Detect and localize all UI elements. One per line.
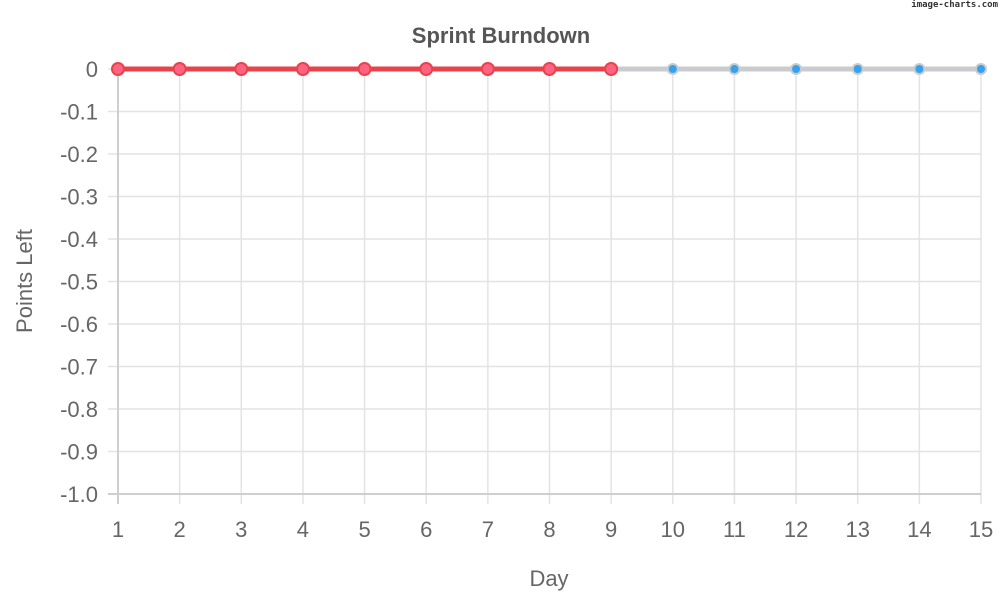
series-0-point	[728, 63, 741, 75]
x-tick-label: 11	[723, 517, 746, 542]
y-tick-label: -0.7	[60, 355, 98, 380]
series-1-point	[542, 62, 557, 76]
y-tick-label: -0.1	[60, 100, 98, 125]
series-1-point	[357, 62, 372, 76]
x-tick-label: 2	[174, 517, 186, 542]
series-1-point	[604, 62, 619, 76]
series-1-point	[172, 62, 187, 76]
x-tick-label: 3	[235, 517, 247, 542]
y-tick-label: -0.4	[60, 227, 98, 252]
y-tick-label: -0.5	[60, 270, 98, 295]
series-1-point	[419, 62, 434, 76]
x-tick-label: 6	[420, 517, 432, 542]
watermark: image-charts.com	[911, 0, 998, 10]
y-axis-ticks: 0 -0.1 -0.2 -0.3 -0.4 -0.5 -0.6 -0.7 -0.8 -0.9 -1.…	[60, 57, 98, 507]
y-tick-label: -0.3	[60, 185, 98, 210]
series-layer	[111, 62, 987, 76]
y-tick-label: -0.8	[60, 397, 98, 422]
x-tick-label: 10	[661, 517, 685, 542]
series-1-point	[295, 62, 310, 76]
x-tick-label: 12	[784, 517, 808, 542]
y-axis-label: Points Left	[12, 229, 37, 333]
series-1-point	[480, 62, 495, 76]
x-axis-label: Day	[529, 566, 568, 591]
series-0-point	[975, 63, 987, 75]
grid	[108, 68, 982, 504]
x-tick-label: 14	[907, 517, 931, 542]
x-axis-ticks: 1 2 3 4 5 6 7 8 9 10 11 12 13 14 15	[112, 517, 993, 542]
x-tick-label: 9	[605, 517, 617, 542]
y-tick-label: -1.0	[60, 482, 98, 507]
y-tick-label: -0.9	[60, 440, 98, 465]
x-tick-label: 5	[358, 517, 370, 542]
series-0-point	[790, 63, 803, 75]
x-tick-label: 8	[543, 517, 555, 542]
x-tick-label: 13	[845, 517, 869, 542]
y-tick-label: 0	[86, 57, 98, 82]
y-tick-label: -0.6	[60, 312, 98, 337]
chart-title: Sprint Burndown	[412, 23, 590, 48]
series-0-point	[666, 63, 679, 75]
series-0-point	[913, 63, 926, 75]
series-0-point	[851, 63, 864, 75]
x-tick-label: 7	[482, 517, 494, 542]
series-1-point	[234, 62, 249, 76]
x-tick-label: 1	[112, 517, 124, 542]
x-tick-label: 4	[297, 517, 309, 542]
series-1-point	[111, 62, 125, 76]
x-tick-label: 15	[969, 517, 993, 542]
y-tick-label: -0.2	[60, 142, 98, 167]
